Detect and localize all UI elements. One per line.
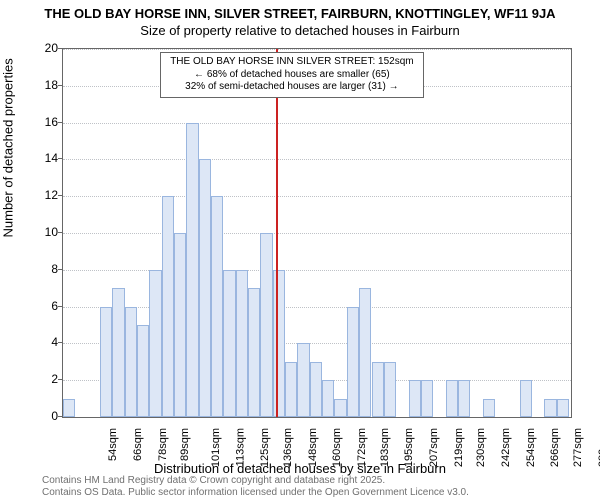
histogram-bar [372, 362, 384, 417]
ytick-label: 14 [28, 151, 58, 165]
histogram-bar [421, 380, 433, 417]
histogram-bar [248, 288, 260, 417]
ytick-label: 12 [28, 188, 58, 202]
footer-line2: Contains OS Data. Public sector informat… [42, 487, 469, 499]
title-line2: Size of property relative to detached ho… [0, 23, 600, 38]
histogram-bar [273, 270, 285, 417]
histogram-bar [322, 380, 334, 417]
histogram-bar [174, 233, 186, 417]
histogram-bar [520, 380, 532, 417]
xtick-label: 89sqm [179, 428, 191, 461]
histogram-bar [199, 159, 211, 417]
histogram-bar [223, 270, 235, 417]
histogram-bar [359, 288, 371, 417]
annotation-line1: THE OLD BAY HORSE INN SILVER STREET: 152… [166, 56, 418, 69]
histogram-bar [409, 380, 421, 417]
gridline [63, 270, 571, 271]
histogram-bar [347, 307, 359, 417]
histogram-bar [63, 399, 75, 417]
xtick-label: 66sqm [132, 428, 144, 461]
ytick-label: 18 [28, 78, 58, 92]
x-axis-label: Distribution of detached houses by size … [0, 461, 600, 476]
gridline [63, 233, 571, 234]
histogram-bar [236, 270, 248, 417]
histogram-bar [100, 307, 112, 417]
gridline [63, 49, 571, 50]
footer-attribution: Contains HM Land Registry data © Crown c… [42, 475, 469, 498]
title-block: THE OLD BAY HORSE INN, SILVER STREET, FA… [0, 0, 600, 38]
histogram-bar [285, 362, 297, 417]
ytick-label: 2 [28, 372, 58, 386]
histogram-bar [310, 362, 322, 417]
gridline [63, 196, 571, 197]
ytick-label: 6 [28, 299, 58, 313]
ytick-label: 8 [28, 262, 58, 276]
histogram-bar [544, 399, 556, 417]
ytick-label: 20 [28, 41, 58, 55]
xtick-label: 54sqm [107, 428, 119, 461]
histogram-bar [186, 123, 198, 417]
gridline [63, 159, 571, 160]
chart-container: THE OLD BAY HORSE INN, SILVER STREET, FA… [0, 0, 600, 500]
histogram-bar [483, 399, 495, 417]
histogram-bar [297, 343, 309, 417]
histogram-bar [260, 233, 272, 417]
histogram-bar [149, 270, 161, 417]
histogram-bar [458, 380, 470, 417]
footer-line1: Contains HM Land Registry data © Crown c… [42, 475, 469, 487]
plot-area: THE OLD BAY HORSE INN SILVER STREET: 152… [62, 48, 572, 418]
ytick-label: 16 [28, 115, 58, 129]
histogram-bar [334, 399, 346, 417]
histogram-bar [211, 196, 223, 417]
xtick-label: 78sqm [157, 428, 169, 461]
annotation-line2: ← 68% of detached houses are smaller (65… [166, 69, 418, 82]
y-axis-label: Number of detached properties [1, 58, 16, 237]
ytick-label: 0 [28, 409, 58, 423]
histogram-bar [112, 288, 124, 417]
histogram-bar [446, 380, 458, 417]
histogram-bar [384, 362, 396, 417]
ytick-label: 10 [28, 225, 58, 239]
title-line1: THE OLD BAY HORSE INN, SILVER STREET, FA… [0, 6, 600, 21]
ytick-label: 4 [28, 335, 58, 349]
histogram-bar [557, 399, 569, 417]
gridline [63, 307, 571, 308]
histogram-bar [162, 196, 174, 417]
histogram-bar [125, 307, 137, 417]
gridline [63, 123, 571, 124]
histogram-bar [137, 325, 149, 417]
marker-line [276, 49, 278, 417]
annotation-line3: 32% of semi-detached houses are larger (… [166, 81, 418, 94]
annotation-box: THE OLD BAY HORSE INN SILVER STREET: 152… [160, 52, 424, 98]
